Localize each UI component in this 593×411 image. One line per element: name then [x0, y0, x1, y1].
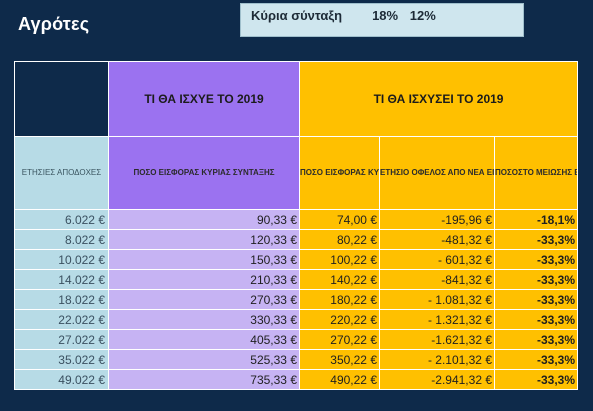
old-contribution-cell: 270,33 €	[108, 289, 300, 310]
old-contribution-cell: 210,33 €	[108, 269, 300, 290]
new-contribution-cell: 140,22 €	[299, 269, 380, 290]
new-contribution-cell: 270,22 €	[299, 329, 380, 350]
new-contribution-cell: 350,22 €	[299, 349, 380, 370]
table-row: 22.022 €330,33 €220,22 € - 1.321,32 € -33,…	[14, 309, 579, 330]
reduction-pct-cell: -33,3%	[493, 369, 579, 390]
benefit-cell: -1.621,32 €	[379, 329, 495, 350]
new-contribution-cell: 180,22 €	[299, 289, 380, 310]
table-row: 18.022 €270,33 €180,22 € - 1.081,32 € -33,…	[14, 289, 579, 310]
old-contribution-cell: 330,33 €	[108, 309, 300, 330]
reduction-pct-cell: -18,1%	[493, 209, 579, 230]
table-row: 10.022 €150,33 €100,22 € - 601,32 € -33,3%	[14, 249, 579, 270]
col-header-benefit: ΕΤΗΣΙΟ ΟΦΕΛΟΣ ΑΠΟ ΝΕΑ ΕΙΣΦΟΡΑ ΚΥΡΙΑ ΣΥΝΤ…	[379, 136, 495, 210]
table-row: 14.022 €210,33 €140,22 € -841,32 € -33,3%	[14, 269, 579, 290]
before-rate: 18%	[372, 8, 399, 23]
table-row: 35.022 €525,33 €350,22 € - 2.101,32 € -33,…	[14, 349, 579, 370]
benefit-cell: -195,96 €	[379, 209, 495, 230]
reduction-pct-cell: -33,3%	[493, 289, 579, 310]
table-row: 8.022 €120,33 €80,22 € -481,32 € -33,3%	[14, 229, 579, 250]
new-contribution-cell: 80,22 €	[299, 229, 380, 250]
slide-title: Αγρότες	[18, 14, 90, 34]
benefit-cell: - 2.101,32 €	[379, 349, 495, 370]
income-cell: 27.022 €	[14, 329, 109, 350]
old-contribution-cell: 90,33 €	[108, 209, 300, 230]
new-contribution-cell: 100,22 €	[299, 249, 380, 270]
income-cell: 14.022 €	[14, 269, 109, 290]
table-row: 27.022 €405,33 €270,22 € -1.621,32 € -33,3…	[14, 329, 579, 350]
col-header-old-contribution: ΠΟΣΟ ΕΙΣΦΟΡΑΣ ΚΥΡΙΑΣ ΣΥΝΤΑΞΗΣ	[108, 136, 300, 210]
income-cell: 10.022 €	[14, 249, 109, 270]
income-cell: 35.022 €	[14, 349, 109, 370]
new-contribution-cell: 74,00 €	[299, 209, 380, 230]
benefit-cell: -2.941,32 €	[379, 369, 495, 390]
reduction-pct-cell: -33,3%	[493, 349, 579, 370]
benefit-cell: - 1.081,32 €	[379, 289, 495, 310]
col-header-new-contribution: ΠΟΣΟ ΕΙΣΦΟΡΑΣ ΚΥΡΙΑΣ ΣΥΝΤΑΞΗΣ	[299, 136, 380, 210]
table-row: 49.022 €735,33 €490,22 € -2.941,32 € -33,3…	[14, 369, 579, 390]
info-label: Κύρια σύνταξη	[251, 8, 343, 23]
group-header-new: ΤΙ ΘΑ ΙΣΧΥΣΕΙ ΤΟ 2019	[298, 61, 579, 137]
reduction-pct-cell: -33,3%	[493, 329, 579, 350]
benefit-cell: -481,32 €	[379, 229, 495, 250]
new-contribution-cell: 220,22 €	[299, 309, 380, 330]
reduction-pct-cell: -33,3%	[493, 249, 579, 270]
income-cell: 8.022 €	[14, 229, 109, 250]
benefit-cell: - 601,32 €	[379, 249, 495, 270]
old-contribution-cell: 120,33 €	[108, 229, 300, 250]
old-contribution-cell: 525,33 €	[108, 349, 300, 370]
income-cell: 6.022 €	[14, 209, 109, 230]
benefit-cell: - 1.321,32 €	[379, 309, 495, 330]
new-contribution-cell: 490,22 €	[299, 369, 380, 390]
benefit-cell: -841,32 €	[379, 269, 495, 290]
reduction-pct-cell: -33,3%	[493, 269, 579, 290]
reduction-pct-cell: -33,3%	[493, 229, 579, 250]
reduction-pct-cell: -33,3%	[493, 309, 579, 330]
contribution-rate-box: Κύρια σύνταξη 18% 12%	[240, 3, 524, 37]
contribution-table: ΤΙ ΘΑ ΙΣΧΥΕ ΤΟ 2019 ΤΙ ΘΑ ΙΣΧΥΣΕΙ ΤΟ 201…	[14, 61, 579, 390]
old-contribution-cell: 150,33 €	[108, 249, 300, 270]
old-contribution-cell: 735,33 €	[108, 369, 300, 390]
income-cell: 18.022 €	[14, 289, 109, 310]
income-cell: 22.022 €	[14, 309, 109, 330]
table-row: 6.022 €90,33 €74,00 € -195,96 € -18,1%	[14, 209, 579, 230]
after-rate: 12%	[409, 8, 436, 23]
old-contribution-cell: 405,33 €	[108, 329, 300, 350]
group-header-2019: ΤΙ ΘΑ ΙΣΧΥΕ ΤΟ 2019	[108, 61, 300, 137]
col-header-reduction-pct: ΠΟΣΟΣΤΟ ΜΕΙΩΣΗΣ ΕΙΣΦΟΡΑΣ ΚΥΡΙΑΣ ΣΥΝΤΑΞΗΣ	[493, 136, 579, 210]
table-corner	[14, 61, 109, 137]
col-header-income: ΕΤΗΣΙΕΣ ΑΠΟΔΟΧΕΣ	[14, 136, 109, 210]
income-cell: 49.022 €	[14, 369, 109, 390]
